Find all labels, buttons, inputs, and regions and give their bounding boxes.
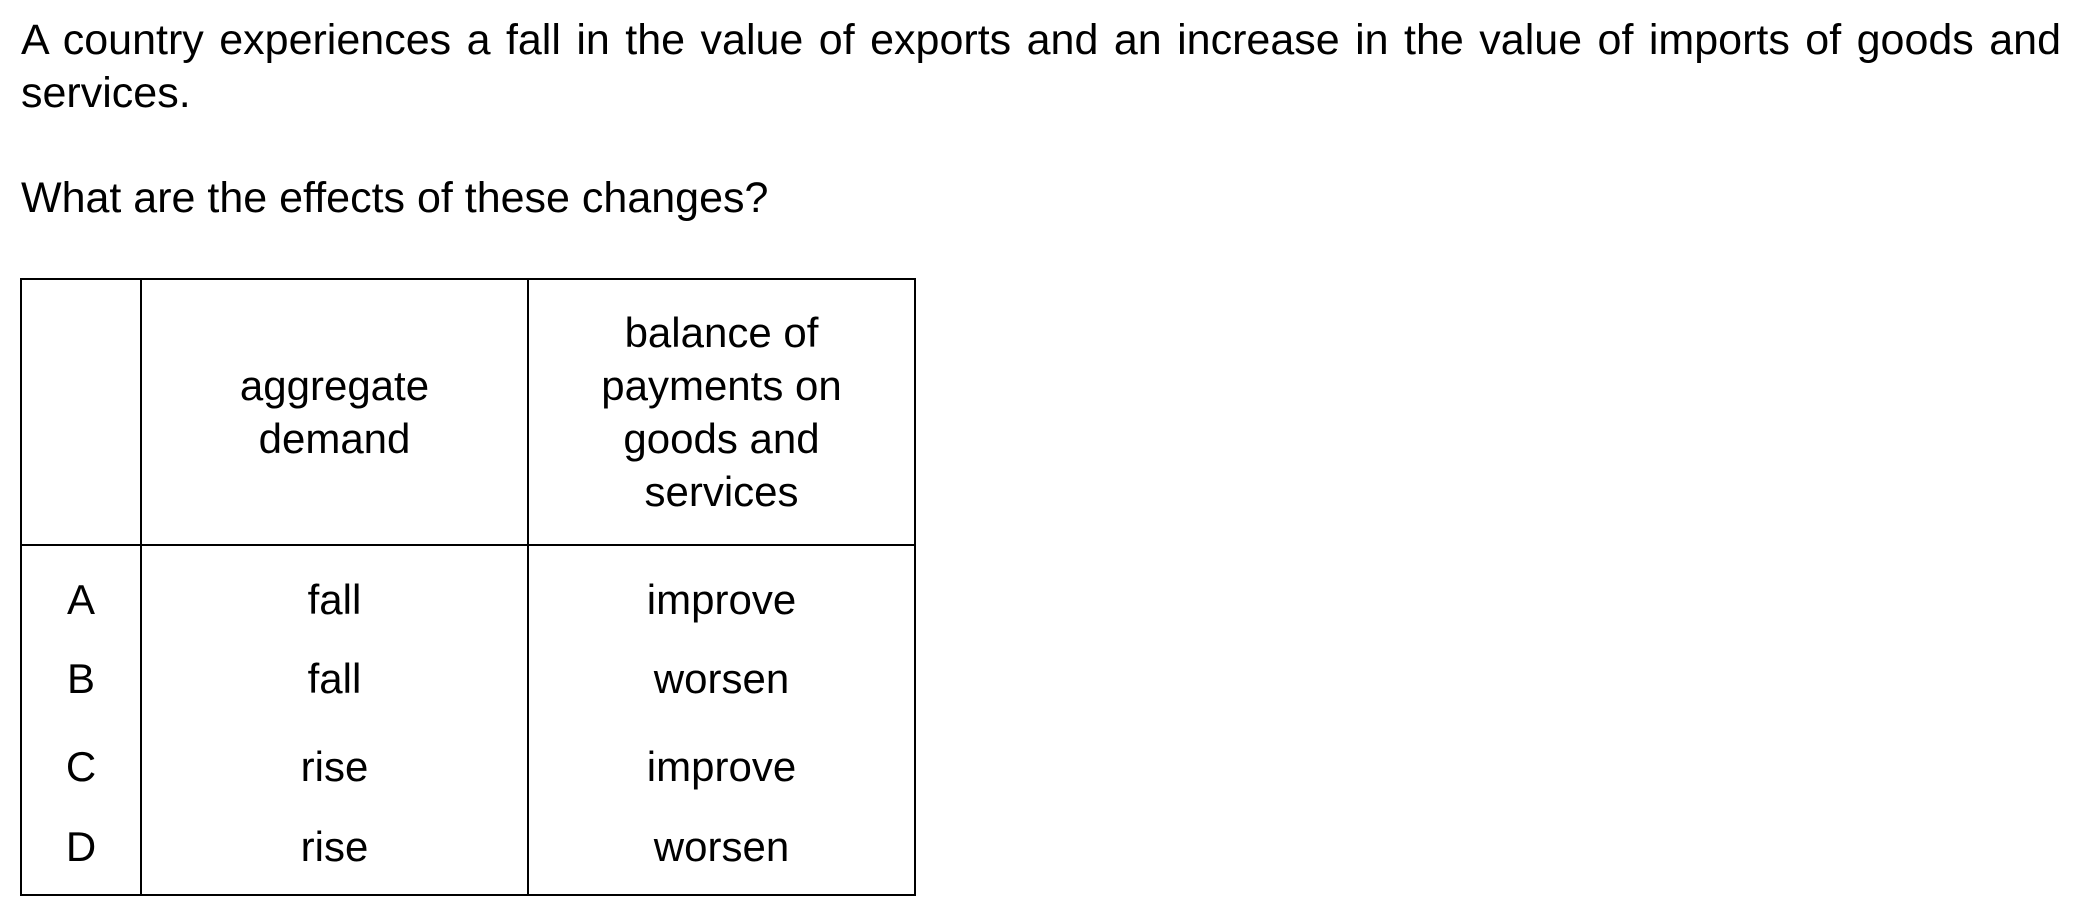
table-row: A fall improve — [20, 545, 916, 634]
header-key — [20, 278, 142, 546]
option-b-aggregate-demand: fall — [140, 634, 529, 722]
question-prompt: What are the effects of these changes? — [21, 174, 769, 222]
table-row: B fall worsen — [20, 634, 916, 722]
option-a-aggregate-demand: fall — [140, 545, 529, 634]
table-row: C rise improve — [20, 722, 916, 810]
table-header-row: aggregate demand balance of payments on … — [20, 278, 916, 546]
option-c-aggregate-demand: rise — [140, 722, 529, 810]
question-stem: A country experiences a fall in the valu… — [21, 16, 2061, 117]
header-aggregate-demand-label: aggregate demand — [239, 362, 430, 462]
option-key-c: C — [20, 722, 142, 810]
header-balance-of-payments: balance of payments on goods and service… — [527, 278, 916, 546]
option-b-balance-of-payments: worsen — [527, 634, 916, 722]
option-key-b: B — [20, 634, 142, 722]
option-d-balance-of-payments: worsen — [527, 810, 916, 896]
option-c-balance-of-payments: improve — [527, 722, 916, 810]
header-balance-of-payments-label: balance of payments on goods and service… — [601, 309, 842, 515]
header-aggregate-demand: aggregate demand — [140, 278, 529, 546]
answer-options-table: aggregate demand balance of payments on … — [20, 278, 916, 896]
option-d-aggregate-demand: rise — [140, 810, 529, 896]
table-row: D rise worsen — [20, 810, 916, 896]
option-a-balance-of-payments: improve — [527, 545, 916, 634]
option-key-d: D — [20, 810, 142, 896]
option-key-a: A — [20, 545, 142, 634]
